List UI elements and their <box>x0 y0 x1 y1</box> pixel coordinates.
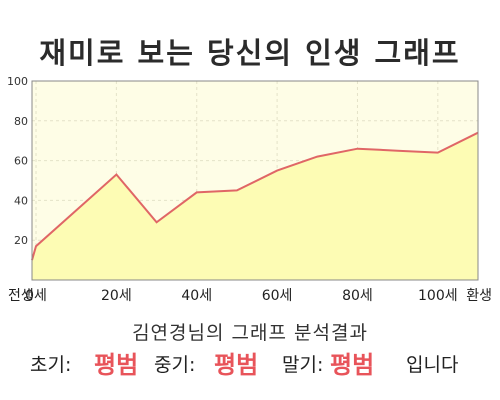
y-tick-label: 20 <box>14 234 28 247</box>
result-summary: 초기: 평범 중기: 평범 말기: 평범 입니다 <box>0 344 500 384</box>
y-tick-label: 100 <box>7 75 28 88</box>
early-label: 초기: <box>30 354 72 376</box>
middle-label: 중기: <box>154 354 196 376</box>
y-tick-label: 60 <box>14 155 28 168</box>
chart-title: 재미로 보는 당신의 인생 그래프 <box>39 36 461 70</box>
x-tick-label: 60세 <box>262 288 293 304</box>
x-tick-label: 환생 <box>466 288 492 304</box>
early-value: 평범 <box>94 351 139 379</box>
x-tick-label: 40세 <box>181 288 212 304</box>
area-fill <box>32 132 478 280</box>
late-value: 평범 <box>330 351 375 379</box>
y-axis-ticks: 20 40 60 80 100 <box>7 75 28 247</box>
late-label: 말기: <box>282 354 324 376</box>
y-tick-label: 80 <box>14 115 28 128</box>
x-tick-label: 20세 <box>101 288 132 304</box>
x-tick-label: 전생 <box>8 288 34 304</box>
series-line <box>31 131 479 261</box>
result-suffix: 입니다 <box>406 354 459 376</box>
middle-value: 평범 <box>214 351 259 379</box>
x-tick-label: 80세 <box>342 288 373 304</box>
analysis-subtitle: 김연경님의 그래프 분석결과 <box>132 322 368 344</box>
y-tick-label: 40 <box>14 194 28 207</box>
x-tick-label: 0세 <box>25 288 47 304</box>
plot-area-border <box>31 80 479 281</box>
x-tick-label: 100세 <box>418 288 458 304</box>
